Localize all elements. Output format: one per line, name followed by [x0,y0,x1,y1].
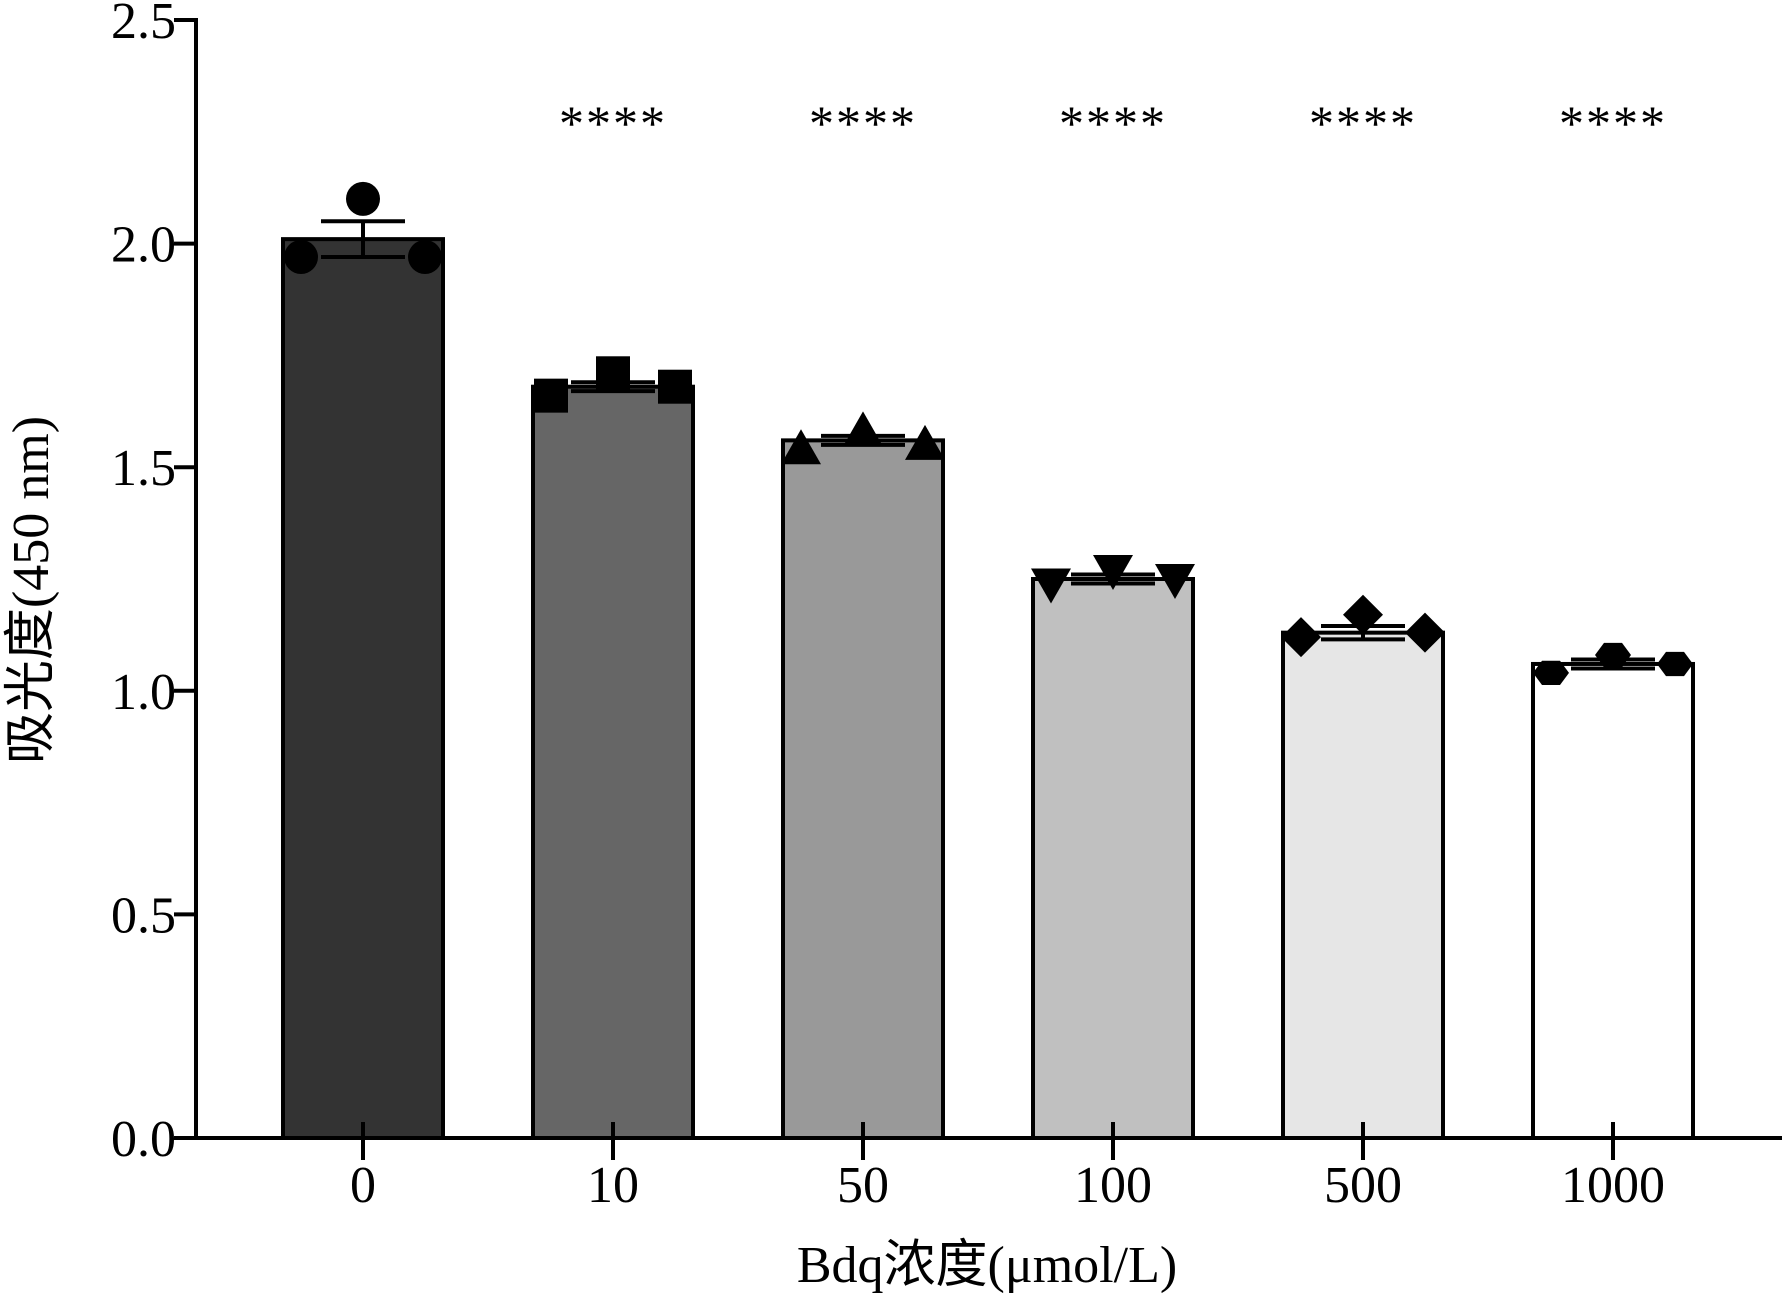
data-point-diamond [1281,617,1321,658]
data-point-triangle-up [781,429,821,465]
significance-label: **** [1309,95,1417,151]
data-point-hexagon [1533,660,1569,686]
y-tick-label: 0.5 [111,887,176,944]
significance-label: **** [1059,95,1167,151]
data-point-circle [346,181,380,216]
data-point-circle [408,240,442,275]
data-point-diamond [1343,594,1383,635]
significance-label: **** [809,95,917,151]
data-point-triangle-down [1155,564,1195,599]
data-point-triangle-up [905,424,945,460]
significance-label: **** [1559,95,1667,151]
significance-label: **** [559,95,667,151]
bar [1031,577,1195,1140]
data-point-square [596,356,630,391]
data-point-diamond [1405,612,1445,653]
bars-layer [281,237,1695,1141]
data-point-circle [284,240,318,275]
bar [781,438,945,1141]
y-tick-label: 2.0 [111,217,176,274]
x-tick-label: 50 [837,1157,889,1214]
data-point-triangle-down [1031,568,1071,604]
bar [1531,661,1695,1141]
labels-layer: 0.0 0.5 1.0 1.5 2.0 2.5 0 10 50 100 500 1000 **** ***… [111,0,1667,1214]
x-tick-label: 100 [1074,1157,1152,1214]
y-tick-label: 1.0 [111,664,176,721]
y-tick-label: 0.0 [111,1111,176,1168]
y-axis-title: 吸光度(450 nm) [3,416,60,764]
data-points-layer [284,181,1693,686]
bar [1281,630,1445,1140]
axes-layer [174,18,1782,1160]
bar [531,384,695,1141]
x-tick-label: 0 [350,1157,376,1214]
data-point-square [534,378,568,413]
y-tick-label: 2.5 [111,0,176,50]
x-tick-label: 1000 [1561,1157,1665,1214]
x-tick-label: 500 [1324,1157,1402,1214]
data-point-hexagon [1657,651,1693,677]
data-point-hexagon [1595,642,1631,668]
data-point-triangle-down [1093,555,1133,591]
error-bars-layer [321,219,1655,671]
y-tick-label: 1.5 [111,440,176,497]
x-axis-title: Bdq浓度(μmol/L) [797,1237,1177,1294]
data-point-square [658,369,692,404]
bar [281,237,445,1141]
data-point-triangle-up [843,411,883,447]
x-tick-label: 10 [587,1157,639,1214]
